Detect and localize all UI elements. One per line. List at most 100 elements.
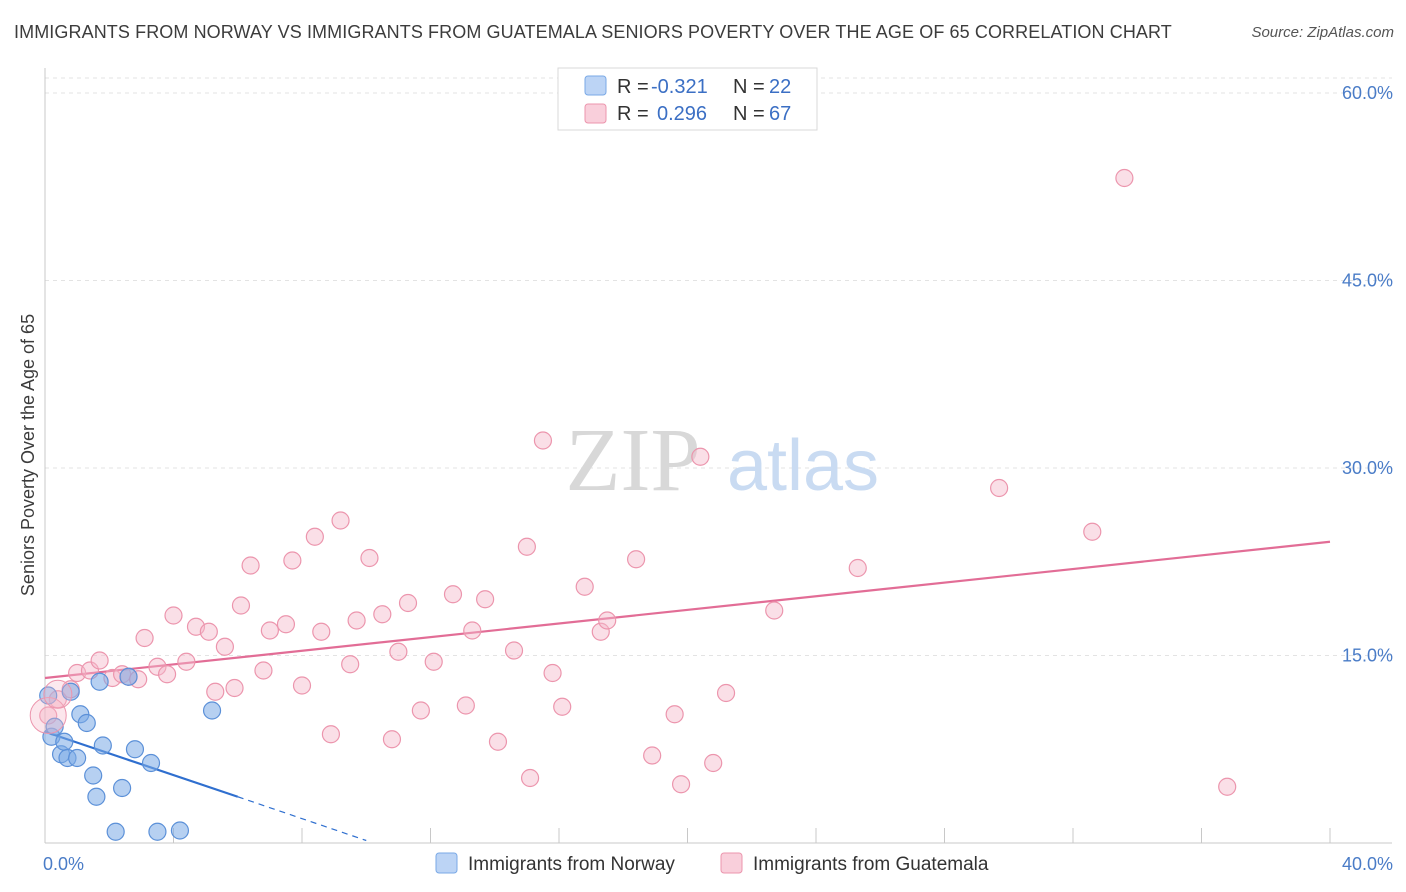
guatemala-point	[276, 615, 296, 634]
legend-swatch-norway	[584, 75, 607, 96]
guatemala-point	[382, 730, 402, 749]
watermark-atlas: atlas	[727, 426, 879, 506]
guatemala-point	[463, 621, 482, 640]
guatemala-point	[543, 663, 562, 683]
guatemala-point	[292, 676, 312, 695]
norway-point	[68, 748, 87, 768]
y-axis-label: Seniors Poverty Over the Age of 65	[18, 314, 38, 596]
x-tick-label: 40.0%	[1342, 854, 1393, 874]
legend-r-label: R =	[617, 103, 649, 125]
guatemala-point	[29, 697, 67, 734]
guatemala-point	[312, 622, 331, 641]
guatemala-point	[360, 548, 379, 568]
guatemala-point	[476, 590, 495, 609]
legend-r-value-norway: -0.321	[651, 76, 708, 98]
norway-point	[93, 736, 112, 755]
source-label: Source: ZipAtlas.com	[1251, 24, 1394, 41]
guatemala-point	[241, 556, 260, 575]
y-tick-label: 15.0%	[1342, 646, 1393, 666]
guatemala-point	[990, 478, 1009, 498]
guatemala-point	[765, 601, 784, 620]
norway-point	[106, 822, 125, 841]
guatemala-point	[260, 621, 279, 640]
series-legend: Immigrants from Norway Immigrants from G…	[435, 852, 989, 875]
guatemala-point	[135, 628, 154, 648]
legend-n-value-norway: 22	[769, 76, 791, 98]
watermark: ZIP atlas	[566, 411, 880, 510]
guatemala-point	[591, 622, 610, 641]
norway-point	[148, 822, 167, 841]
guatemala-point	[691, 447, 710, 466]
trend-line-extension	[237, 796, 367, 842]
guatemala-point	[199, 622, 218, 641]
norway-point	[141, 753, 161, 773]
norway-point	[90, 672, 109, 691]
guatemala-point	[488, 732, 508, 751]
y-tick-label: 30.0%	[1342, 458, 1393, 478]
series-swatch-norway	[435, 852, 458, 874]
guatemala-point	[456, 696, 475, 715]
legend-n-label: N =	[733, 76, 765, 98]
guatemala-point	[373, 605, 392, 624]
series-swatch-guatemala	[720, 852, 743, 874]
norway-point	[112, 778, 132, 798]
legend-r-value-guatemala: 0.296	[657, 103, 707, 125]
y-tick-label: 45.0%	[1342, 271, 1393, 291]
norway-point	[170, 821, 190, 840]
guatemala-point	[157, 665, 177, 684]
guatemala-point	[283, 551, 302, 570]
guatemala-point	[341, 655, 360, 674]
trend-lines	[44, 540, 1331, 842]
guatemala-point	[389, 642, 408, 661]
guatemala-point	[43, 679, 73, 709]
guatemala-point	[177, 652, 196, 671]
data-points	[29, 168, 1237, 841]
guatemala-point	[398, 593, 418, 613]
norway-point	[202, 701, 222, 720]
guatemala-point	[1083, 522, 1102, 541]
norway-point	[77, 713, 96, 733]
x-tick-label: 0.0%	[43, 854, 84, 874]
guatemala-point	[533, 431, 553, 450]
norway-point	[55, 732, 74, 751]
trend-line-guatemala	[44, 540, 1331, 680]
guatemala-point	[231, 596, 251, 615]
guatemala-point	[331, 511, 350, 530]
trend-line-norway	[44, 730, 239, 798]
legend-n-value-guatemala: 67	[769, 103, 791, 125]
guatemala-point	[411, 701, 430, 720]
guatemala-point	[305, 527, 324, 546]
legend-n-label: N =	[733, 103, 765, 125]
x-tick-labels: 0.0% 40.0%	[43, 854, 1393, 874]
legend-swatch-guatemala	[584, 103, 607, 124]
guatemala-point	[848, 558, 867, 578]
guatemala-point	[665, 705, 684, 724]
guatemala-point	[90, 651, 109, 670]
guatemala-point	[575, 577, 594, 596]
watermark-zip: ZIP	[566, 411, 701, 510]
guatemala-point	[164, 606, 183, 625]
legend-r-label: R =	[617, 76, 649, 98]
correlation-legend: R = -0.321 N = 22 R = 0.296 N = 67	[557, 67, 818, 131]
guatemala-point	[254, 661, 273, 680]
norway-point	[119, 667, 138, 686]
guatemala-point	[1218, 777, 1237, 796]
axes	[44, 68, 1392, 844]
guatemala-point	[671, 775, 691, 794]
guatemala-point	[643, 746, 662, 765]
guatemala-point	[504, 641, 524, 660]
guatemala-point	[520, 768, 540, 788]
norway-point	[45, 717, 64, 736]
guatemala-point	[553, 697, 572, 716]
guatemala-point	[716, 683, 736, 703]
guatemala-point	[626, 550, 646, 569]
norway-point	[125, 740, 145, 759]
y-tick-labels: 15.0% 30.0% 45.0% 60.0%	[1342, 83, 1393, 666]
norway-point	[87, 787, 106, 806]
guatemala-point	[347, 611, 366, 630]
guatemala-point	[517, 537, 536, 556]
guatemala-point	[225, 678, 244, 698]
guatemala-point	[598, 611, 617, 630]
guatemala-point	[321, 725, 341, 744]
